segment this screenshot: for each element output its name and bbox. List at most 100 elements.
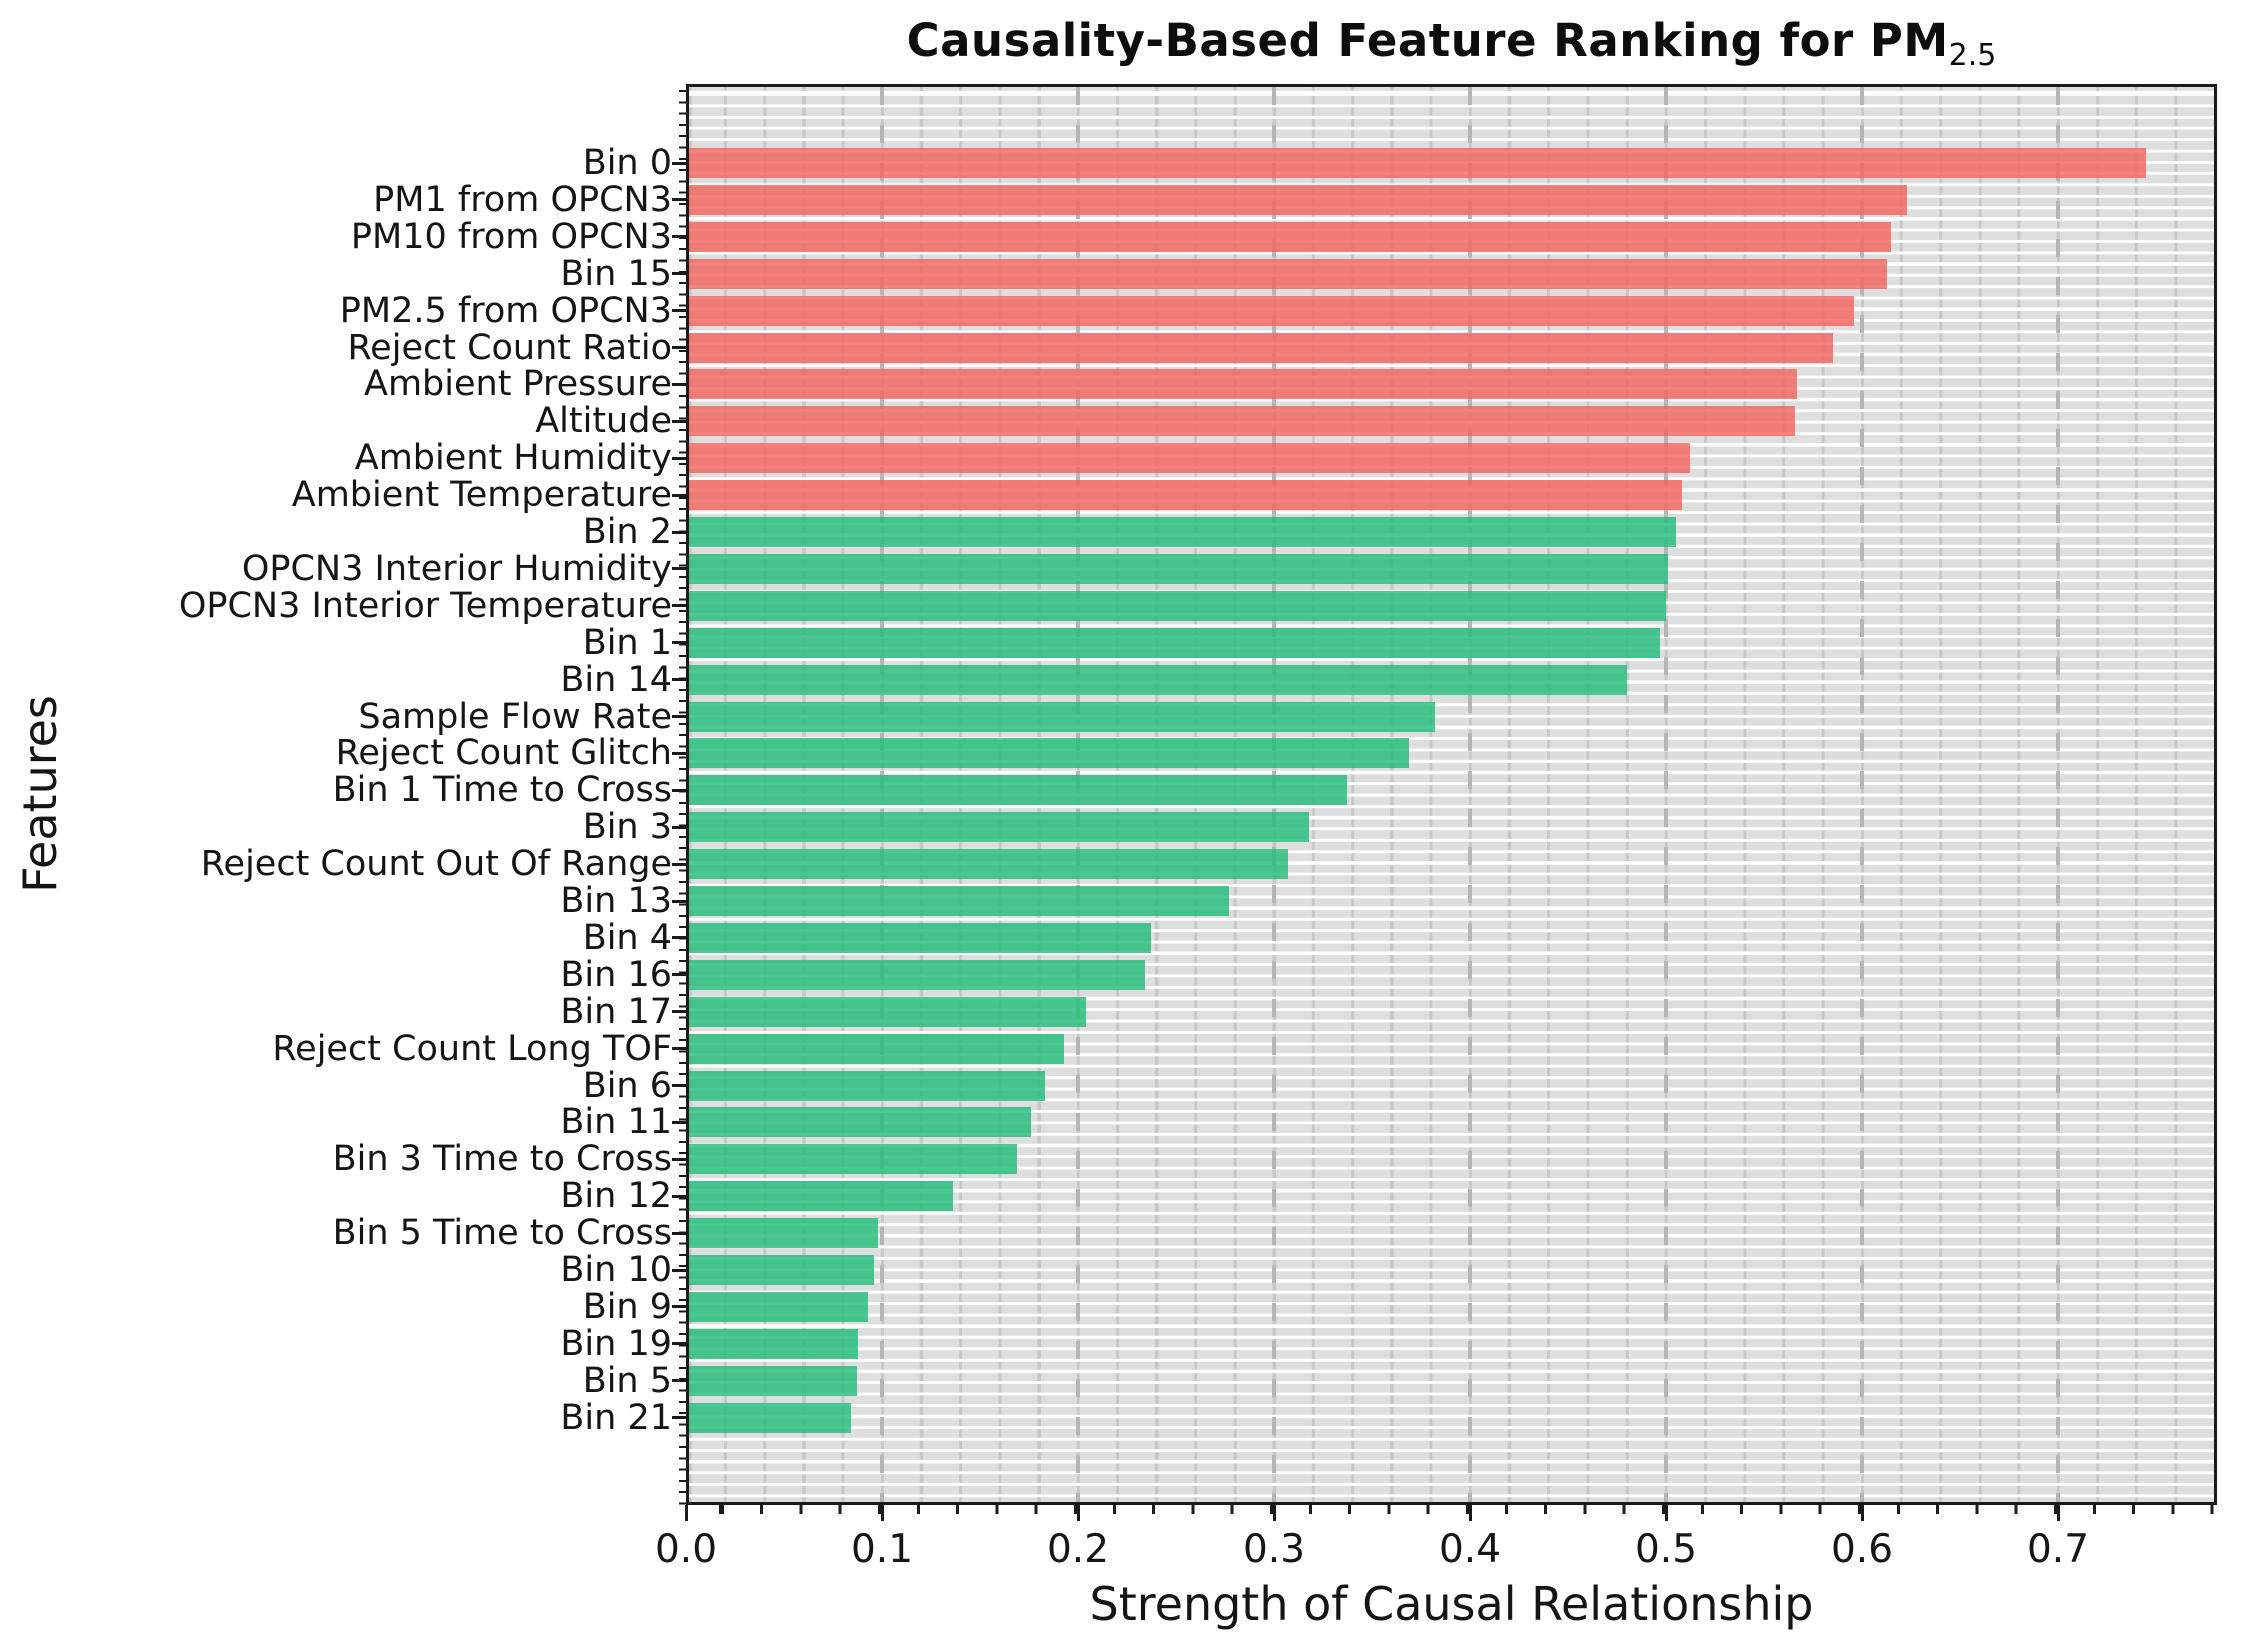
x-axis-minor-ticks [686,1505,2217,1514]
bar-bin-21 [689,1402,851,1433]
y-tick-label-pm1-from-opcn3: PM1 from OPCN3 [373,179,672,220]
major-gridline-0.7 [2056,87,2060,1502]
y-tick-label-reject-count-out-of-range: Reject Count Out Of Range [200,844,672,885]
bar-ambient-temperature [689,480,1682,511]
y-tick-mark-bin-1-time-to-cross [672,788,686,792]
y-tick-label-pm10-from-opcn3: PM10 from OPCN3 [350,216,672,257]
x-tick-label-0.4: 0.4 [1438,1527,1502,1572]
y-tick-label-pm2-5-from-opcn3: PM2.5 from OPCN3 [339,290,672,331]
bar-bin-17 [689,996,1086,1027]
x-tick-mark-0.4 [1468,1505,1472,1521]
y-tick-label-bin-10: Bin 10 [560,1250,672,1290]
x-tick-mark-0.7 [2056,1505,2060,1521]
bar-pm2-5-from-opcn3 [689,295,1855,326]
y-tick-label-bin-14: Bin 14 [560,659,672,700]
y-tick-mark-bin-0 [672,161,686,165]
y-tick-label-reject-count-glitch: Reject Count Glitch [335,733,672,774]
bar-bin-9 [689,1291,869,1322]
y-tick-mark-bin-5-time-to-cross [672,1231,686,1235]
x-tick-mark-0.3 [1272,1505,1276,1521]
y-tick-mark-opcn3-interior-temperature [672,604,686,608]
y-tick-label-bin-9: Bin 9 [582,1286,672,1327]
y-tick-label-altitude: Altitude [535,401,672,442]
y-tick-mark-bin-3 [672,825,686,829]
bar-bin-5-time-to-cross [689,1218,879,1249]
y-tick-mark-bin-19 [672,1342,686,1346]
y-tick-label-bin-12: Bin 12 [560,1176,672,1217]
y-tick-mark-reject-count-out-of-range [672,862,686,866]
y-tick-mark-reject-count-glitch [672,751,686,755]
y-tick-mark-bin-12 [672,1194,686,1198]
y-tick-label-bin-1: Bin 1 [582,622,672,663]
y-tick-mark-bin-5 [672,1379,686,1383]
y-tick-mark-altitude [672,419,686,423]
y-tick-label-bin-1-time-to-cross: Bin 1 Time to Cross [332,770,672,811]
y-tick-mark-reject-count-ratio [672,346,686,349]
bar-bin-3-time-to-cross [689,1144,1018,1175]
major-gridline-0.4 [1468,87,1472,1502]
bar-bin-5 [689,1365,857,1396]
x-axis-label: Strength of Causal Relationship [1089,1577,1814,1631]
y-tick-mark-sample-flow-rate [672,715,686,718]
y-tick-mark-pm2-5-from-opcn3 [672,309,686,313]
bar-bin-6 [689,1070,1045,1101]
y-tick-mark-bin-21 [672,1416,686,1420]
bar-bin-1 [689,627,1661,658]
y-tick-label-ambient-temperature: Ambient Temperature [291,475,672,516]
y-tick-mark-bin-13 [672,899,686,903]
bar-opcn3-interior-humidity [689,553,1668,584]
y-tick-label-bin-5: Bin 5 [582,1360,672,1401]
x-tick-mark-0.0 [684,1505,688,1521]
bar-bin-4 [689,922,1151,953]
y-tick-mark-bin-17 [672,1010,686,1014]
y-tick-label-bin-2: Bin 2 [582,512,672,552]
x-tick-label-0.5: 0.5 [1634,1527,1698,1572]
y-tick-label-bin-3-time-to-cross: Bin 3 Time to Cross [332,1139,672,1180]
bar-bin-0 [689,148,2147,178]
y-tick-label-opcn3-interior-temperature: OPCN3 Interior Temperature [178,585,672,626]
y-tick-mark-ambient-pressure [672,382,686,386]
chart-title: Causality-Based Feature Ranking for PM2.… [686,14,2217,73]
y-tick-mark-pm10-from-opcn3 [672,235,686,239]
x-tick-label-0.3: 0.3 [1242,1527,1306,1572]
y-tick-label-bin-11: Bin 11 [560,1102,672,1143]
y-tick-label-ambient-humidity: Ambient Humidity [354,438,672,479]
y-tick-mark-bin-14 [672,678,686,682]
y-tick-label-bin-13: Bin 13 [560,881,672,921]
y-tick-mark-ambient-humidity [672,456,686,460]
bar-bin-12 [689,1181,953,1212]
bar-pm10-from-opcn3 [689,221,1892,252]
y-tick-mark-bin-2 [672,530,686,534]
y-tick-mark-bin-16 [672,973,686,977]
bar-reject-count-glitch [689,738,1410,769]
bar-altitude [689,406,1796,437]
y-tick-label-opcn3-interior-humidity: OPCN3 Interior Humidity [241,548,672,589]
y-tick-mark-bin-1 [672,641,686,645]
bar-bin-15 [689,258,1888,289]
bar-reject-count-long-tof [689,1033,1065,1064]
bar-bin-19 [689,1328,859,1359]
y-tick-label-bin-19: Bin 19 [560,1323,672,1364]
y-tick-mark-pm1-from-opcn3 [672,198,686,202]
bar-pm1-from-opcn3 [689,184,1908,215]
x-tick-mark-0.1 [880,1505,884,1521]
y-axis-label: Features [13,695,67,893]
y-tick-label-bin-0: Bin 0 [582,143,672,183]
bar-opcn3-interior-temperature [689,590,1666,621]
bar-bin-3 [689,812,1310,843]
y-tick-label-bin-5-time-to-cross: Bin 5 Time to Cross [332,1213,672,1254]
x-tick-mark-0.5 [1664,1505,1668,1521]
x-tick-label-0.7: 0.7 [2026,1527,2090,1572]
y-tick-label-bin-17: Bin 17 [560,991,672,1032]
y-tick-label-bin-21: Bin 21 [560,1397,672,1438]
y-tick-label-bin-6: Bin 6 [582,1065,672,1106]
y-tick-mark-bin-10 [672,1268,686,1272]
x-tick-label-0.2: 0.2 [1046,1527,1110,1572]
x-tick-label-0.1: 0.1 [850,1527,914,1572]
y-tick-label-sample-flow-rate: Sample Flow Rate [358,696,672,737]
bar-reject-count-ratio [689,332,1833,363]
plot-area [686,84,2217,1505]
chart-title-subscript: 2.5 [1948,38,1997,73]
major-gridline-0.6 [1860,87,1864,1502]
